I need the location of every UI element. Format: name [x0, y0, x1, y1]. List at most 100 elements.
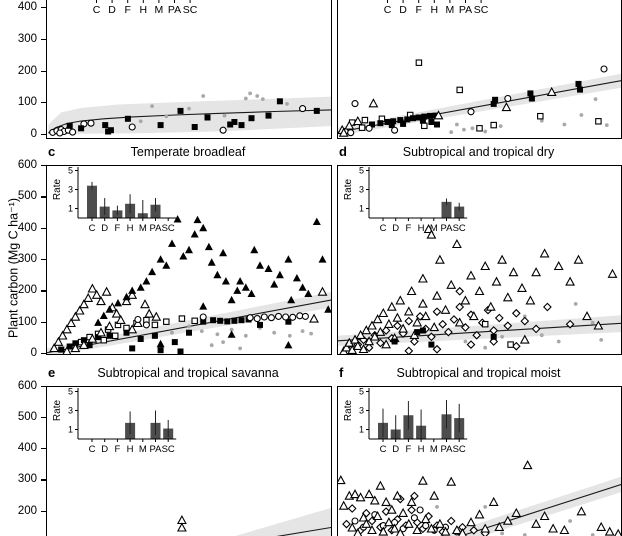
y-tick-mark — [41, 165, 46, 167]
inset-ylabel: Rate — [343, 400, 354, 422]
inset-category-label: C — [89, 444, 96, 455]
panel-e-scatter: 5 3 1 C D F H M PA SC Rate — [52, 387, 331, 536]
inset-category-label: D — [101, 444, 108, 455]
inset-category-label: D — [108, 4, 116, 16]
y-tick-mark — [41, 7, 46, 9]
inset-bar — [441, 201, 452, 218]
scatter-series-square-filled — [58, 316, 292, 354]
inset-category-label: F — [405, 223, 411, 234]
y-tick-mark — [41, 259, 46, 261]
inset-category-label: D — [392, 223, 399, 234]
scatter-series-triangle-filled — [94, 215, 331, 349]
y-tick-label: 100 — [17, 315, 37, 328]
scatter-series-square-filled — [391, 327, 497, 348]
y-tick-label: 600 — [17, 379, 37, 392]
scatter-series-square-open — [348, 59, 602, 132]
confidence-band — [48, 96, 331, 134]
panel-e-letter: e — [48, 365, 56, 380]
inset-ytick-label: 1 — [68, 425, 73, 435]
inset-category-label: H — [127, 444, 134, 455]
inset-category-label: M — [446, 4, 455, 16]
inset-category-label: C — [89, 223, 96, 234]
y-tick-mark — [41, 290, 46, 292]
inset-ytick-label: 1 — [359, 204, 364, 214]
inset-bar-chart: 5 3 1 C D F H M PA SC Rate — [52, 166, 177, 234]
inset-ylabel: Rate — [52, 400, 63, 422]
panel-d-scatter: 5 3 1 C D F H M PA SC Rate — [338, 166, 621, 354]
inset-ytick-label: 3 — [359, 185, 364, 195]
inset-category-label: F — [405, 444, 411, 455]
panel-c-title-row: c Temperate broadleaf — [46, 142, 330, 162]
y-tick-mark — [41, 196, 46, 198]
inset-ytick-label: 5 — [68, 387, 73, 397]
panel-c-letter: c — [48, 144, 56, 159]
y-tick-mark — [41, 70, 46, 72]
panel-a-plot: C D F H M PA SC — [46, 0, 332, 139]
inset-category-label: H — [418, 444, 425, 455]
panel-d-title-row: d Subtropical and tropical dry — [337, 142, 620, 162]
inset-ytick-label: 3 — [359, 406, 364, 416]
inset-category-label: H — [431, 4, 439, 16]
scatter-series-square-open — [481, 320, 514, 348]
inset-category-label: SC — [162, 223, 175, 234]
panel-d-plot: 5 3 1 C D F H M PA SC Rate — [337, 165, 622, 355]
inset-category-label: SC — [453, 444, 466, 455]
y-tick-label: 300 — [17, 253, 37, 265]
inset-category-label: M — [430, 444, 438, 455]
inset-ytick-label: 1 — [68, 204, 73, 214]
inset-category-label: M — [430, 223, 438, 234]
panel-e-title: Subtropical and tropical savanna — [97, 366, 279, 380]
inset-category-label: D — [392, 444, 399, 455]
y-tick-label: 300 — [17, 473, 37, 486]
inset-ytick-label: 5 — [359, 166, 364, 176]
inset-category-label: F — [124, 4, 130, 16]
inset-category-label: H — [127, 223, 134, 234]
regression-line — [459, 483, 621, 536]
y-tick-label: 400 — [17, 221, 37, 234]
panel-e-title-row: e Subtropical and tropical savanna — [46, 363, 330, 383]
y-tick-label: 400 — [17, 1, 37, 14]
regression-line — [48, 109, 331, 134]
inset-category-label: F — [114, 444, 120, 455]
panel-c-scatter: 5 3 1 C D F H M PA SC Rate — [47, 166, 331, 354]
inset-bar-chart: 5 3 1 C D F H M PA SC Rate — [52, 387, 177, 455]
scatter-series-triangle-open — [339, 223, 618, 354]
scatter-series-dot-gray — [449, 97, 609, 135]
y-tick-mark — [41, 385, 46, 387]
y-tick-mark — [41, 448, 46, 450]
scatter-series-dot-gray — [463, 302, 604, 350]
y-tick-label: 0 — [30, 347, 37, 359]
y-tick-mark — [41, 134, 46, 136]
inset-ytick-label: 5 — [359, 387, 364, 397]
inset-category-label: PA — [168, 4, 181, 16]
inset-category-label: C — [384, 4, 392, 16]
regression-line — [338, 322, 621, 342]
panel-c-plot: 5 3 1 C D F H M PA SC Rate — [46, 165, 332, 355]
inset-category-label: F — [114, 223, 120, 234]
panel-c-title: Temperate broadleaf — [130, 145, 246, 159]
y-tick-label: 200 — [17, 284, 37, 297]
confidence-band — [235, 507, 331, 536]
inset-category-label: H — [418, 223, 425, 234]
scatter-series-circle-open — [341, 65, 608, 137]
inset-category-label: D — [399, 4, 407, 16]
inset-category-label: C — [380, 444, 387, 455]
inset-category-label: PA — [150, 444, 163, 455]
inset-bar-chart: 5 3 1 C D F H M PA SC Rate — [343, 166, 468, 234]
scatter-series-square-filled — [369, 80, 583, 129]
scatter-series-triangle-open — [338, 460, 621, 536]
scatter-series-circle-open — [49, 105, 307, 137]
y-tick-label: 200 — [17, 64, 37, 77]
inset-category-label: H — [140, 4, 148, 16]
inset-category-label: SC — [474, 4, 489, 16]
y-tick-mark — [41, 321, 46, 323]
y-tick-label: 300 — [17, 32, 37, 45]
inset-category-label: M — [139, 223, 147, 234]
y-tick-label: 500 — [17, 411, 37, 423]
inset-bar — [150, 204, 161, 218]
y-tick-mark — [41, 38, 46, 41]
inset-bar-chart-clipped: C D F H M PA SC — [384, 0, 489, 16]
panel-a-scatter: C D F H M PA SC — [48, 0, 331, 137]
inset-ytick-label: 3 — [68, 406, 73, 416]
